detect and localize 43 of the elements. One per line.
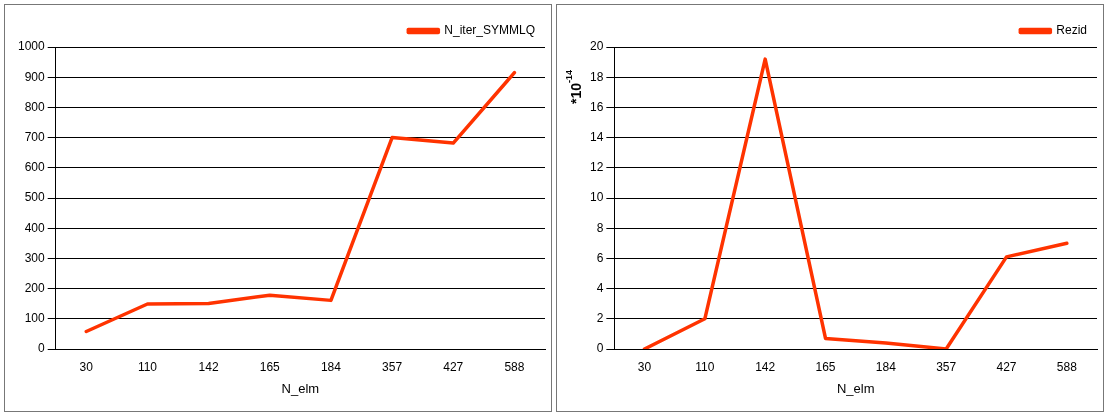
y-tick-label: 0 bbox=[38, 341, 46, 356]
y-tick-label: 6 bbox=[596, 250, 604, 265]
x-tick-label: 357 bbox=[382, 359, 403, 374]
y-tick-label: 700 bbox=[24, 129, 46, 144]
y-tick-label: 1000 bbox=[17, 39, 46, 54]
y-tick-label: 600 bbox=[24, 160, 46, 175]
x-tick-label: 588 bbox=[504, 359, 525, 374]
y-tick-label: 18 bbox=[589, 69, 604, 84]
y-tick-label: 400 bbox=[24, 220, 46, 235]
x-axis-title: N_elm bbox=[281, 380, 320, 396]
y-tick-label: 0 bbox=[596, 341, 604, 356]
y-tick-label: 20 bbox=[589, 39, 604, 54]
x-axis-title: N_elm bbox=[836, 380, 875, 396]
y-tick-label: 14 bbox=[589, 129, 604, 144]
x-tick-label: 184 bbox=[320, 359, 342, 374]
legend-label: N_iter_SYMMLQ bbox=[444, 23, 536, 38]
y-tick-label: 100 bbox=[24, 311, 46, 326]
x-tick-label: 30 bbox=[637, 359, 652, 374]
y-tick-label: 12 bbox=[589, 160, 604, 175]
x-tick-label: 142 bbox=[198, 359, 219, 374]
x-tick-label: 110 bbox=[695, 359, 715, 374]
y-axis-title: *10-14 bbox=[564, 69, 584, 105]
y-tick-label: 4 bbox=[596, 280, 604, 295]
y-tick-label: 10 bbox=[589, 190, 604, 205]
legend-label: Rezid bbox=[1056, 23, 1088, 38]
y-tick-label: 500 bbox=[24, 190, 46, 205]
y-tick-label: 300 bbox=[24, 250, 46, 265]
y-tick-label: 200 bbox=[24, 280, 46, 295]
x-tick-label: 165 bbox=[815, 359, 836, 374]
x-tick-label: 588 bbox=[1056, 359, 1078, 374]
x-tick-label: 184 bbox=[875, 359, 897, 374]
x-tick-label: 357 bbox=[936, 359, 957, 374]
x-tick-label: 110 bbox=[137, 359, 158, 374]
y-tick-label: 800 bbox=[24, 99, 46, 114]
y-tick-label: 2 bbox=[596, 311, 604, 326]
y-tick-label: 8 bbox=[596, 220, 604, 235]
x-tick-label: 165 bbox=[259, 359, 281, 374]
y-tick-label: 16 bbox=[589, 99, 604, 114]
x-tick-label: 142 bbox=[755, 359, 776, 374]
y-tick-label: 900 bbox=[24, 69, 46, 84]
x-tick-label: 427 bbox=[443, 359, 464, 374]
x-tick-label: 30 bbox=[79, 359, 94, 374]
x-tick-label: 427 bbox=[996, 359, 1017, 374]
